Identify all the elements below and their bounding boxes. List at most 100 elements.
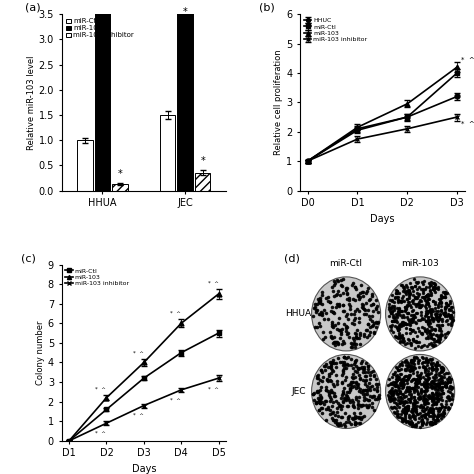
Point <box>332 397 340 404</box>
Point <box>394 383 402 391</box>
Point <box>408 315 415 323</box>
Point <box>318 367 325 374</box>
Point <box>420 315 428 322</box>
Point <box>353 368 361 376</box>
Point <box>431 325 438 332</box>
Point <box>415 376 423 383</box>
Point <box>416 301 424 309</box>
Point <box>417 303 424 311</box>
Point <box>330 360 337 367</box>
Point <box>411 328 419 336</box>
Point <box>328 414 336 422</box>
Point <box>351 357 358 365</box>
Point <box>434 382 441 389</box>
Point <box>310 312 317 320</box>
Point <box>372 296 379 303</box>
Point <box>422 354 429 361</box>
Point <box>434 337 441 344</box>
Point <box>415 394 422 402</box>
Point <box>423 376 430 384</box>
Point <box>408 420 416 428</box>
Point <box>401 376 408 383</box>
Point <box>417 388 425 395</box>
Point <box>374 380 382 388</box>
Point <box>394 309 401 316</box>
Point <box>405 413 413 421</box>
Point <box>447 312 454 320</box>
Point <box>413 372 421 379</box>
Point <box>413 399 421 406</box>
Point <box>407 395 414 402</box>
Point <box>426 381 433 388</box>
Point <box>364 362 372 370</box>
Point <box>358 300 365 308</box>
Point <box>357 282 365 289</box>
Point <box>338 379 346 386</box>
Point <box>421 326 429 334</box>
Point <box>433 390 441 397</box>
Point <box>374 393 382 401</box>
Point <box>425 408 432 415</box>
Point <box>419 354 427 362</box>
Point <box>413 375 421 383</box>
Point <box>446 405 453 412</box>
Point <box>440 406 448 414</box>
Point <box>411 422 419 429</box>
Point <box>428 408 436 415</box>
Point <box>433 358 441 365</box>
Point <box>434 303 441 311</box>
Point <box>349 416 356 423</box>
Point <box>422 385 429 392</box>
Point <box>412 337 419 345</box>
Point <box>326 410 334 417</box>
Point <box>404 363 412 370</box>
Point <box>346 306 354 313</box>
Point <box>363 299 370 307</box>
Point <box>401 303 409 311</box>
Point <box>387 309 395 316</box>
Point <box>334 380 341 388</box>
Point <box>337 327 344 334</box>
Point <box>416 392 423 400</box>
Point <box>397 299 405 306</box>
Point <box>345 388 353 395</box>
Point <box>406 287 413 294</box>
Point <box>438 364 446 372</box>
Point <box>420 293 428 301</box>
Point <box>421 390 429 398</box>
Point <box>426 283 433 291</box>
Point <box>442 299 449 307</box>
Point <box>392 286 400 293</box>
Point <box>350 339 358 346</box>
Point <box>345 418 353 426</box>
Point <box>375 394 383 402</box>
Point <box>419 419 427 427</box>
Point <box>347 361 355 369</box>
Point <box>443 316 451 323</box>
Point <box>361 306 369 313</box>
Point <box>350 361 357 368</box>
Point <box>440 409 447 417</box>
Point <box>416 394 424 401</box>
Point <box>433 395 441 403</box>
Point <box>346 296 353 304</box>
Point <box>385 393 393 401</box>
Point <box>425 328 433 335</box>
Point <box>369 399 376 406</box>
Point <box>413 375 421 383</box>
Point <box>325 293 332 301</box>
Point <box>326 298 334 306</box>
Point <box>351 415 359 422</box>
Point <box>405 292 413 300</box>
Point <box>434 416 441 424</box>
Point <box>429 315 437 322</box>
Point <box>393 401 401 409</box>
Point <box>437 333 444 341</box>
Point <box>395 289 402 297</box>
Point <box>407 418 415 425</box>
Point <box>415 363 423 371</box>
Point <box>362 373 369 380</box>
Point <box>394 296 402 304</box>
Point <box>335 300 342 307</box>
Point <box>395 404 403 411</box>
